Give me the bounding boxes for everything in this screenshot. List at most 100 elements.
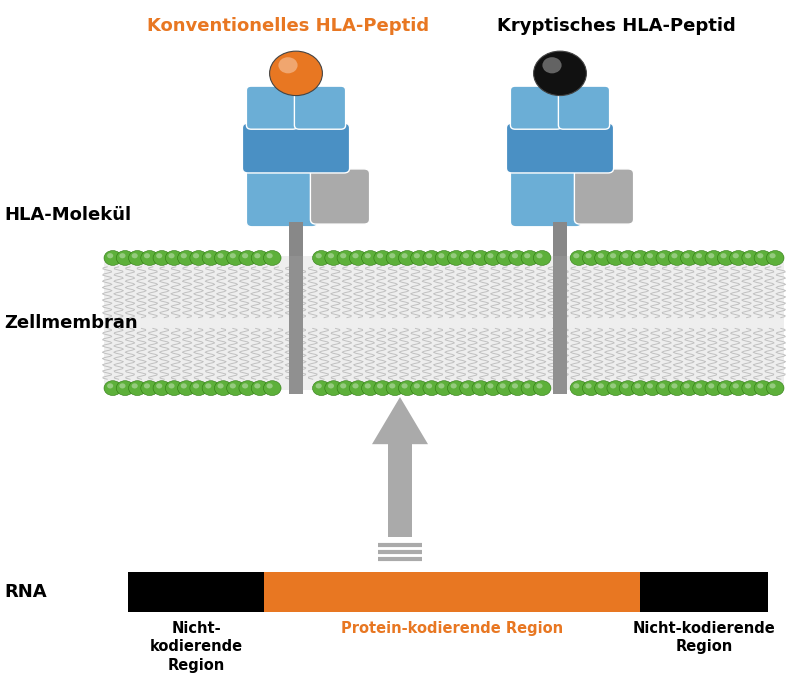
Circle shape [214, 250, 232, 265]
Circle shape [362, 381, 379, 396]
Circle shape [402, 253, 408, 258]
FancyBboxPatch shape [294, 86, 346, 129]
Circle shape [656, 381, 674, 396]
Circle shape [574, 253, 579, 258]
Circle shape [684, 253, 690, 258]
Circle shape [340, 253, 346, 258]
Circle shape [534, 250, 551, 265]
Circle shape [582, 250, 600, 265]
Circle shape [622, 384, 629, 388]
Circle shape [426, 253, 432, 258]
Text: Konventionelles HLA-Peptid: Konventionelles HLA-Peptid [147, 17, 429, 35]
Circle shape [218, 384, 224, 388]
Circle shape [447, 250, 465, 265]
Circle shape [598, 253, 604, 258]
Circle shape [263, 250, 281, 265]
FancyBboxPatch shape [506, 123, 614, 173]
Circle shape [337, 250, 354, 265]
Circle shape [684, 384, 690, 388]
Circle shape [475, 253, 482, 258]
Text: Zellmembran: Zellmembran [4, 314, 138, 332]
Circle shape [460, 381, 478, 396]
Circle shape [484, 381, 502, 396]
Circle shape [193, 384, 199, 388]
Circle shape [754, 250, 772, 265]
Circle shape [607, 250, 625, 265]
Circle shape [705, 381, 722, 396]
Circle shape [644, 250, 662, 265]
Circle shape [270, 51, 322, 96]
Circle shape [104, 381, 122, 396]
Circle shape [178, 381, 195, 396]
Circle shape [190, 381, 207, 396]
Circle shape [598, 384, 604, 388]
Circle shape [129, 250, 146, 265]
Text: Nicht-
kodierende
Region: Nicht- kodierende Region [150, 621, 242, 673]
Circle shape [350, 250, 367, 265]
Circle shape [521, 250, 538, 265]
Circle shape [497, 250, 514, 265]
Circle shape [214, 381, 232, 396]
Circle shape [542, 57, 562, 73]
Circle shape [362, 250, 379, 265]
Circle shape [634, 384, 641, 388]
Circle shape [742, 250, 759, 265]
FancyBboxPatch shape [510, 167, 582, 227]
Circle shape [693, 381, 710, 396]
Circle shape [278, 57, 298, 73]
Circle shape [313, 250, 330, 265]
Circle shape [524, 253, 530, 258]
Circle shape [463, 384, 469, 388]
Polygon shape [372, 397, 428, 444]
FancyBboxPatch shape [310, 169, 370, 224]
Circle shape [144, 384, 150, 388]
FancyBboxPatch shape [246, 167, 318, 227]
Circle shape [696, 384, 702, 388]
Bar [289, 252, 303, 394]
Circle shape [758, 253, 763, 258]
Circle shape [316, 384, 322, 388]
Circle shape [386, 381, 404, 396]
Circle shape [534, 51, 586, 96]
Circle shape [144, 253, 150, 258]
Circle shape [512, 253, 518, 258]
Circle shape [681, 381, 698, 396]
Circle shape [730, 250, 747, 265]
Circle shape [251, 381, 269, 396]
Circle shape [671, 253, 678, 258]
Circle shape [328, 253, 334, 258]
Circle shape [647, 384, 653, 388]
Circle shape [166, 381, 183, 396]
Circle shape [524, 384, 530, 388]
Circle shape [374, 381, 391, 396]
Circle shape [721, 253, 726, 258]
Circle shape [226, 250, 244, 265]
Circle shape [534, 381, 551, 396]
Circle shape [509, 250, 526, 265]
Circle shape [263, 381, 281, 396]
Circle shape [202, 250, 220, 265]
Text: Protein-kodierende Region: Protein-kodierende Region [341, 621, 563, 635]
Circle shape [696, 253, 702, 258]
Text: Kryptisches HLA-Peptid: Kryptisches HLA-Peptid [497, 17, 735, 35]
Circle shape [647, 253, 653, 258]
Circle shape [631, 250, 649, 265]
Circle shape [472, 250, 490, 265]
Circle shape [718, 250, 735, 265]
Circle shape [438, 384, 445, 388]
Circle shape [582, 381, 600, 396]
FancyBboxPatch shape [558, 86, 610, 129]
Circle shape [423, 381, 441, 396]
Circle shape [484, 250, 502, 265]
Circle shape [631, 381, 649, 396]
Circle shape [570, 381, 588, 396]
Circle shape [570, 250, 588, 265]
Circle shape [537, 253, 542, 258]
Circle shape [766, 250, 784, 265]
Circle shape [770, 253, 776, 258]
Circle shape [659, 384, 666, 388]
Circle shape [328, 384, 334, 388]
Circle shape [230, 253, 236, 258]
Circle shape [708, 384, 714, 388]
Circle shape [218, 253, 224, 258]
